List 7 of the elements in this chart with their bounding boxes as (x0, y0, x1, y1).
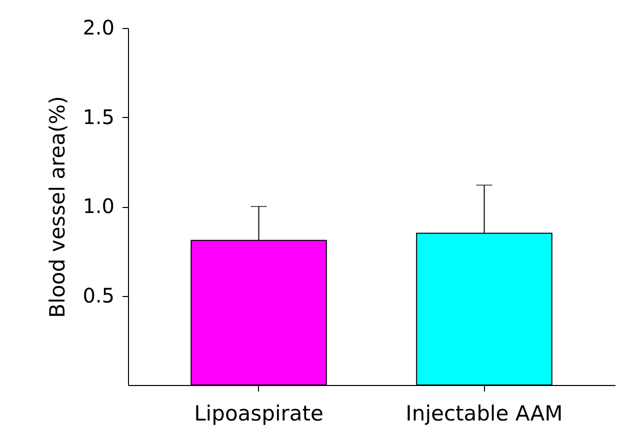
x-tick-label: Injectable AAM (406, 402, 563, 426)
x-tick-label: Lipoaspirate (194, 402, 324, 426)
y-axis-title: Blood vessel area(%) (46, 96, 70, 318)
y-tick-label: 1.5 (82, 104, 114, 129)
y-tick-label: 2.0 (82, 16, 114, 40)
y-tick-label: 1.0 (82, 194, 114, 218)
y-tick-label: 0.5 (82, 283, 114, 308)
